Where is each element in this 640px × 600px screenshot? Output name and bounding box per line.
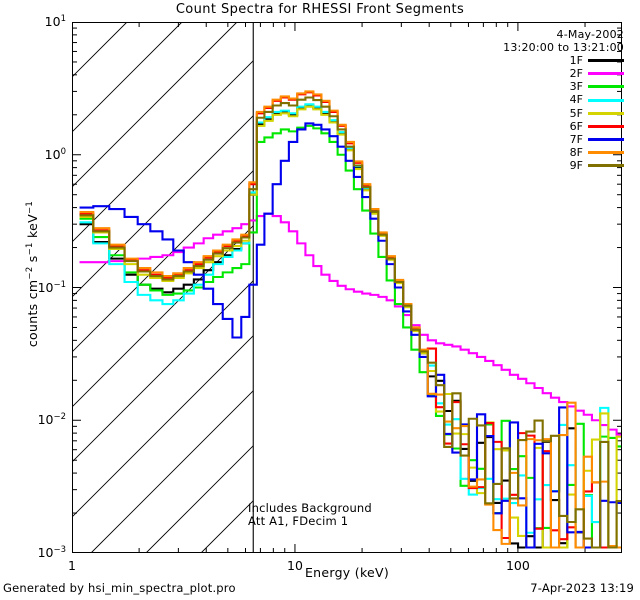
plot-border bbox=[72, 22, 622, 553]
legend-color-swatch bbox=[588, 98, 624, 102]
spectrum-line-9f bbox=[79, 96, 622, 549]
legend-color-swatch bbox=[588, 111, 624, 115]
spectrum-line-5f bbox=[79, 105, 622, 549]
legend-entry-4f: 4F bbox=[503, 93, 624, 106]
legend-entry-5f: 5F bbox=[503, 107, 624, 120]
hatched-low-energy-region bbox=[72, 22, 254, 553]
spectra-curves bbox=[79, 90, 622, 549]
legend-entry-6f: 6F bbox=[503, 120, 624, 133]
legend-date: 4-May-2002 bbox=[556, 28, 624, 41]
legend-entry-7f: 7F bbox=[503, 133, 624, 146]
plot-canvas bbox=[72, 22, 622, 553]
x-tick-label: 10 bbox=[287, 558, 303, 573]
legend-color-swatch bbox=[588, 150, 624, 154]
annotation-line-2: Att A1, FDecim 1 bbox=[248, 514, 349, 528]
y-tick-label: 10−3 bbox=[37, 544, 66, 560]
legend-entry-label: 3F bbox=[569, 80, 583, 94]
legend-entry-1f: 1F bbox=[503, 54, 624, 67]
legend-time-range: 13:20:00 to 13:21:00 bbox=[503, 41, 624, 55]
y-tick-label: 100 bbox=[44, 146, 66, 162]
spectrum-line-7f bbox=[79, 122, 622, 549]
legend-entry-8f: 8F bbox=[503, 146, 624, 159]
plot-annotation: Includes Background Att A1, FDecim 1 bbox=[248, 502, 372, 528]
page-title: Count Spectra for RHESSI Front Segments bbox=[175, 2, 465, 17]
plot-frame bbox=[72, 22, 622, 553]
y-tick-label: 10−2 bbox=[37, 412, 66, 428]
legend-entry-2f: 2F bbox=[503, 67, 624, 80]
y-tick-label: 101 bbox=[44, 13, 66, 29]
legend-entry-label: 1F bbox=[569, 54, 583, 68]
x-tick-label: 1 bbox=[68, 558, 76, 573]
legend-entry-label: 4F bbox=[569, 93, 583, 107]
legend-entry-label: 8F bbox=[569, 145, 583, 159]
x-tick-label: 100 bbox=[505, 558, 530, 573]
spectrum-line-2f bbox=[79, 212, 622, 436]
legend-entry-list: 1F 2F 3F 4F 5F 6F 7F 8F 9F bbox=[503, 54, 624, 172]
spectrum-line-3f bbox=[79, 124, 622, 549]
annotation-line-1: Includes Background bbox=[248, 501, 372, 515]
legend-color-swatch bbox=[588, 124, 624, 128]
legend-entry-label: 9F bbox=[569, 158, 583, 172]
y-axis-label: counts cm−2 s−1 keV−1 bbox=[22, 4, 40, 544]
y-tick-label: 10−1 bbox=[37, 279, 66, 295]
legend-entry-label: 5F bbox=[569, 106, 583, 120]
footer-generated-by: Generated by hsi_min_spectra_plot.pro bbox=[3, 581, 236, 595]
legend: 4-May-2002 13:20:00 to 13:21:00 1F 2F 3F 4F… bbox=[503, 28, 624, 172]
legend-color-swatch bbox=[588, 85, 624, 89]
legend-entry-label: 7F bbox=[569, 132, 583, 146]
spectrum-line-8f bbox=[79, 90, 622, 549]
legend-entry-label: 6F bbox=[569, 119, 583, 133]
legend-entry-3f: 3F bbox=[503, 80, 624, 93]
legend-entry-9f: 9F bbox=[503, 159, 624, 172]
footer-timestamp: 7-Apr-2023 13:19 bbox=[530, 581, 634, 595]
legend-entry-label: 2F bbox=[569, 67, 583, 81]
legend-color-swatch bbox=[588, 163, 624, 167]
legend-color-swatch bbox=[588, 72, 624, 76]
legend-color-swatch bbox=[588, 137, 624, 141]
x-axis-label: Energy (keV) bbox=[304, 565, 390, 580]
legend-color-swatch bbox=[588, 59, 624, 63]
y-axis-label-text: counts cm−2 s−1 keV−1 bbox=[24, 200, 40, 348]
